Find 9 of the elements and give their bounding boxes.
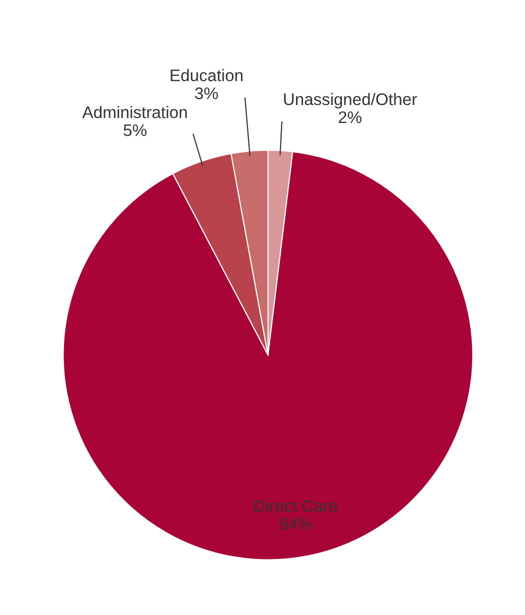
data-label: 94%: [280, 518, 312, 530]
slice-label: Unassigned/Other: [284, 92, 417, 108]
pie-slice: [62, 151, 474, 560]
data-label: 5%: [124, 124, 146, 136]
data-label: 2%: [338, 111, 362, 124]
data-label: 3%: [195, 87, 218, 100]
slice-label: Direct Care: [254, 500, 338, 512]
slice-label: Administration: [82, 106, 187, 118]
slice-label: Education: [170, 69, 242, 82]
